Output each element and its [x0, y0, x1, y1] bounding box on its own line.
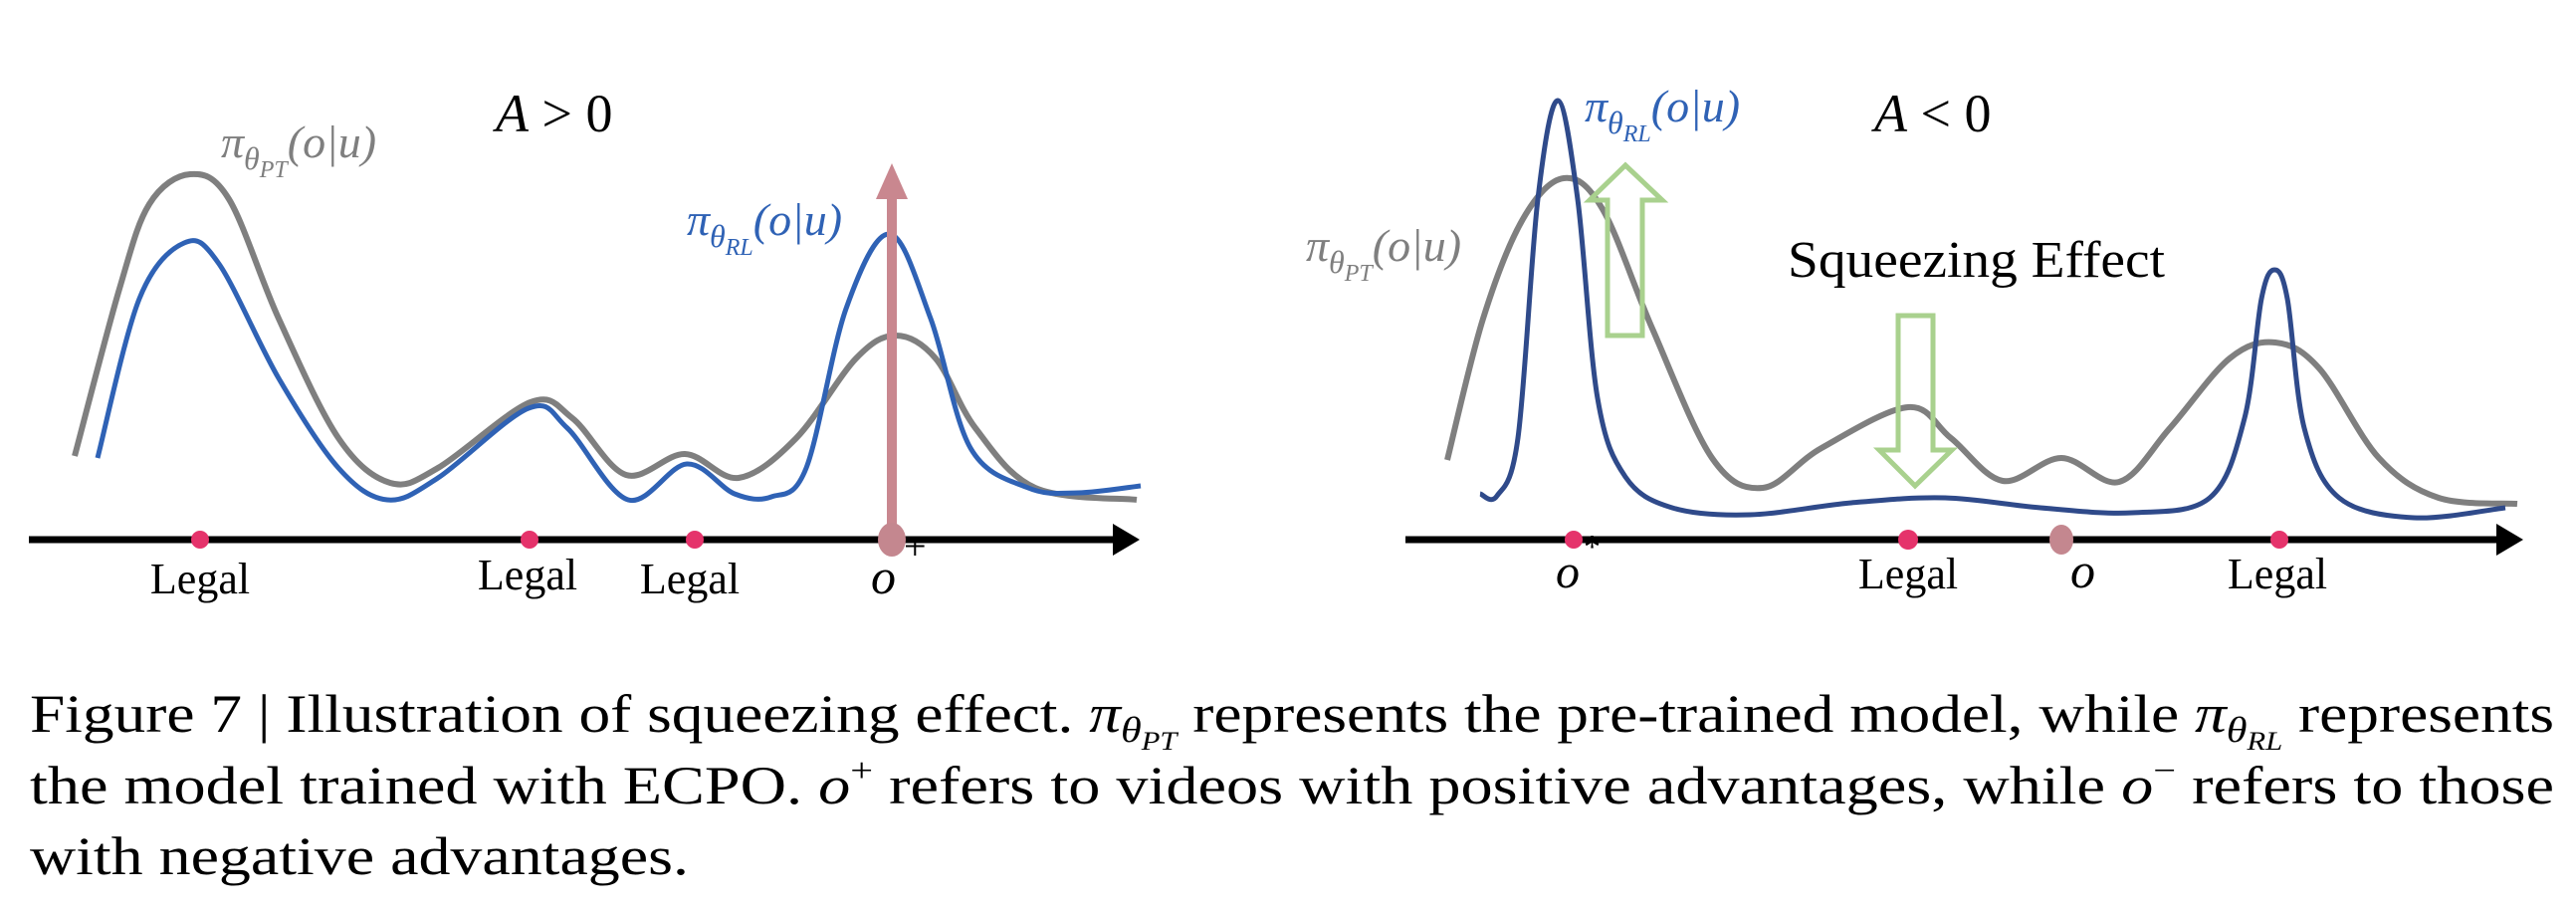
rl-policy-label: πθRL(o|u) — [1585, 81, 1740, 147]
point-label-legal: Legal — [150, 555, 250, 603]
o-star-dot — [1565, 531, 1583, 549]
x-axis-arrowhead-right — [2496, 524, 2523, 556]
positive-push-arrowhead — [876, 163, 908, 199]
pretrained-policy-label: πθPT(o|u) — [1306, 220, 1461, 287]
rl-curve-left — [95, 231, 1142, 503]
point-label-legal: Legal — [640, 555, 740, 603]
increase-arrow-up-icon — [1583, 161, 1669, 339]
o-plus-dot — [878, 523, 906, 557]
caption-line-1: Figure 7 | Illustration of squeezing eff… — [30, 684, 2554, 756]
legal-dot — [686, 531, 704, 549]
point-label-legal: Legal — [1858, 550, 1958, 598]
x-axis-arrowhead-left — [1113, 524, 1140, 556]
legal-dot — [1898, 530, 1918, 550]
point-label-o-star: o * — [1556, 529, 1601, 598]
caption-line-3: with negative advantages. — [30, 826, 689, 886]
legal-dot — [191, 531, 209, 549]
right-panel: o * Legal o− Legal A < 0 Squeezing Effect… — [1306, 81, 2523, 598]
point-label-o-minus: o− — [2070, 516, 2124, 598]
o-minus-dot — [2049, 525, 2073, 555]
point-label-o-plus: o+ — [871, 524, 927, 604]
point-label-legal: Legal — [2228, 550, 2327, 598]
legal-dot — [2270, 531, 2288, 549]
rl-policy-label: πθRL(o|u) — [687, 194, 842, 261]
left-panel: Legal Legal Legal o+ A > 0 πθPT(o|u) πθR… — [29, 84, 1142, 604]
figure-caption: Figure 7 | Illustration of squeezing eff… — [30, 684, 2554, 886]
point-label-legal: Legal — [478, 551, 577, 599]
decrease-arrow-down-icon — [1872, 313, 1959, 490]
squeezing-effect-annotation: Squeezing Effect — [1788, 232, 2166, 289]
panel-title-a-positive: A > 0 — [493, 84, 612, 143]
pretrained-policy-label: πθPT(o|u) — [221, 116, 376, 183]
legal-dot — [521, 531, 538, 549]
caption-line-2: the model trained with ECPO. o + refers t… — [30, 753, 2554, 815]
rl-curve-right — [1478, 98, 2506, 521]
pretrained-curve-left — [72, 170, 1138, 503]
panel-title-a-negative: A < 0 — [1871, 84, 1991, 143]
